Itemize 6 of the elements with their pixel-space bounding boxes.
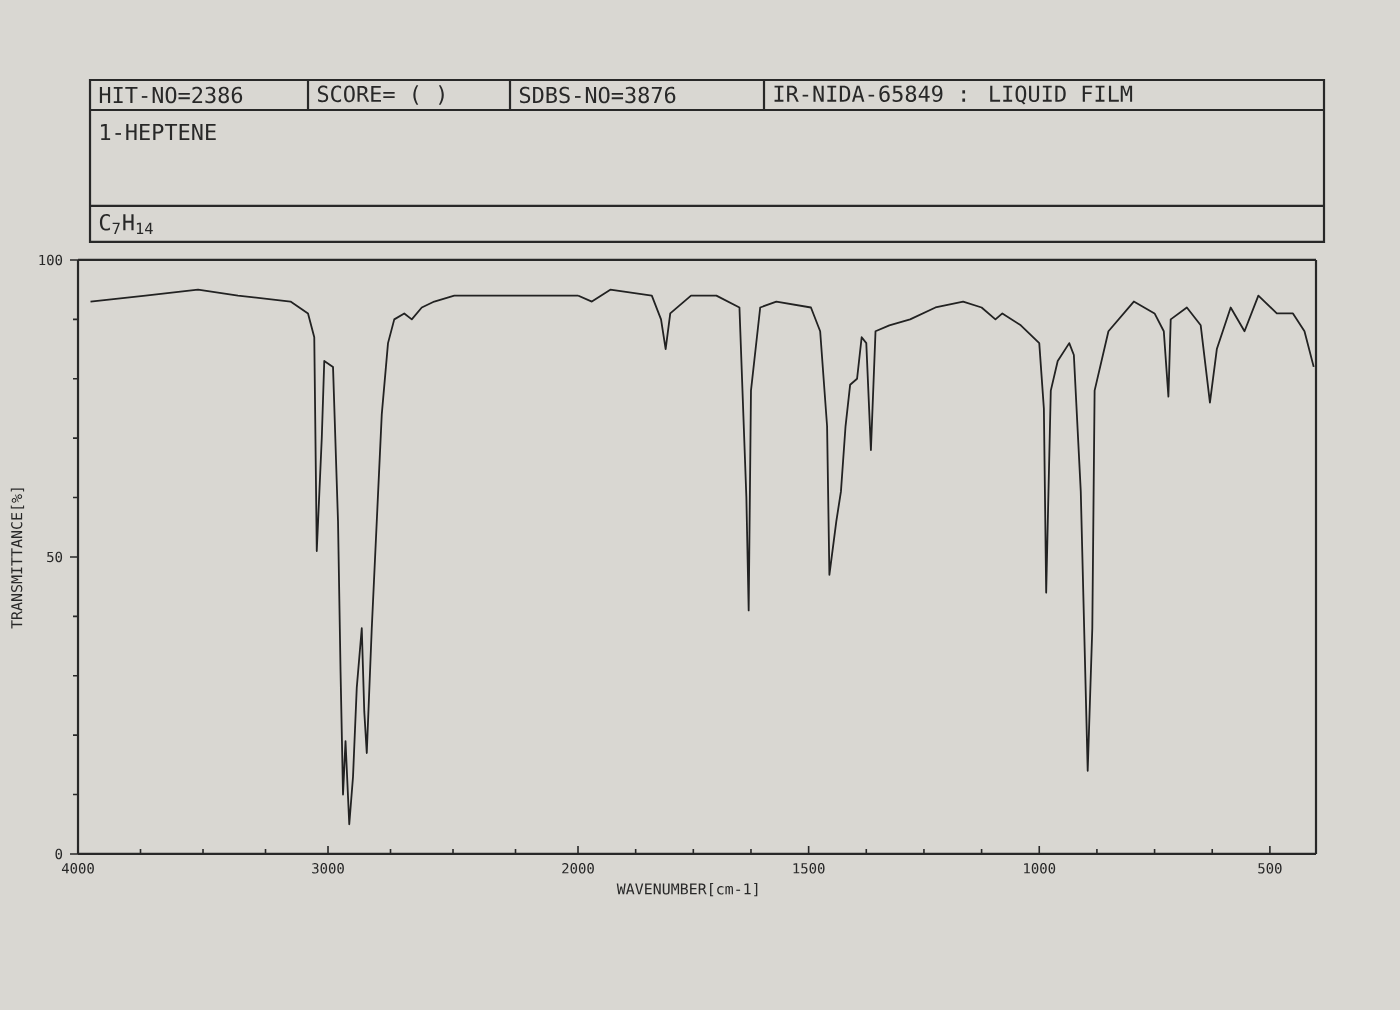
text: SDBS-NO=3876 <box>519 86 676 104</box>
text: HIT-NO=2386 <box>99 86 243 104</box>
text: IR-NIDA-65849 : LIQUID FILM <box>774 85 1133 105</box>
chart-subtitle: C$_{7}$H$_{14}$ <box>99 214 153 234</box>
chart-title: 1-HEPTENE <box>101 124 216 140</box>
text: SCORE= ( ) <box>317 85 444 105</box>
